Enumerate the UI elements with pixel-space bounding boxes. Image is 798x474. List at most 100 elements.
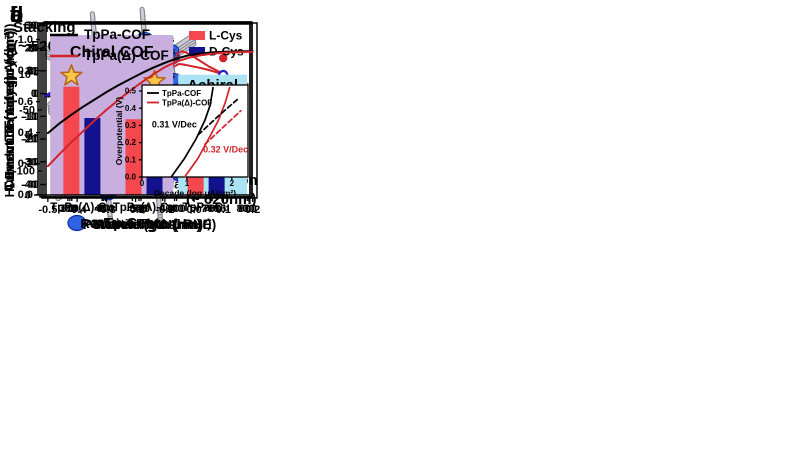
panel-label-c: c xyxy=(10,2,23,27)
category-label: TpPa-Cu xyxy=(182,202,229,214)
y-tick-label: 20 xyxy=(27,43,39,55)
plot-frame xyxy=(141,84,249,178)
tp-center-legend: = Tp Center xyxy=(91,214,174,233)
x-tick-label: -0.1 xyxy=(155,204,174,216)
x-tick-label: 800 xyxy=(237,203,255,215)
y-tick-label: 0.2 xyxy=(125,138,137,147)
x-axis-label: Wavelength (nm) xyxy=(93,217,201,232)
y-tick-label: 30 xyxy=(27,20,39,32)
panel-f: -0.5 -0.4 -0.3 -0.2 -0.1 0.0 0.1 0.2 0 -50 -100 Pot… xyxy=(0,0,266,237)
y-tick-label: -100 xyxy=(13,166,35,178)
series-line-TpPa-COF xyxy=(46,50,254,135)
x-tick-label: 0.1 xyxy=(216,204,231,216)
series-line-TpPa(Δ)-COF xyxy=(46,50,254,168)
y-tick-label: 0.4 xyxy=(125,104,137,113)
y-tick-label: 0 xyxy=(25,190,31,202)
legend-label: TpPa(Δ)-COF xyxy=(84,48,169,63)
bar-TpPa(Λ)-Cu-L-Cys xyxy=(125,119,142,195)
x-tick-label: 2 xyxy=(230,179,235,188)
x-tick-label: 700 xyxy=(201,203,219,215)
category-label: TpPa(Δ)-Cu xyxy=(50,202,113,214)
star-icon xyxy=(60,64,83,86)
y-tick-label: -10 xyxy=(21,111,37,123)
panel-label-a: a xyxy=(10,2,23,27)
legend-label: TpPa-COF xyxy=(84,27,150,42)
legend-swatch xyxy=(189,47,205,56)
x-tick-label: 600 xyxy=(167,203,185,215)
x-tick-label: 0.0 xyxy=(186,204,201,216)
bar-TpPa(Δ)-Cu-D-Cys xyxy=(84,118,101,195)
x-tick-label: -0.5 xyxy=(38,204,57,216)
y-tick-label: -20 xyxy=(23,134,39,146)
y-tick-label: -30 xyxy=(21,156,37,168)
y-tick-label: -30 xyxy=(23,156,39,168)
x-tick-label: 600 xyxy=(165,203,183,215)
x-tick-label: -0.2 xyxy=(126,204,145,216)
plot-frame xyxy=(41,22,258,199)
legend-swatch xyxy=(189,31,205,40)
y-tick-label: 0.6 xyxy=(18,96,33,108)
y-tick-label: 0.1 xyxy=(125,155,137,164)
x-tick-label: 3 xyxy=(129,203,135,215)
y-tick-label: 30 xyxy=(25,20,37,32)
y-tick-label: 20 xyxy=(25,43,37,55)
tp-center-legend-icon xyxy=(67,214,87,232)
x-axis-label: Reaction Time (Hour) xyxy=(80,216,211,231)
y-tick-label: 0 xyxy=(29,43,35,55)
y-tick-label: 0 xyxy=(33,88,39,100)
x-tick-label: 400 xyxy=(96,203,114,215)
x-tick-label: 4 xyxy=(160,203,167,215)
y-tick-label: -50 xyxy=(19,104,35,116)
y-axis-label: H₂ Evolutioin Amount (mmol) xyxy=(3,24,17,198)
inset-y-axis-label: Overpotential (V) xyxy=(114,97,124,166)
y-tick-label: 0.0 xyxy=(18,189,33,201)
category-label: TpPa(Λ)-Cu xyxy=(113,202,176,214)
tp-center-legend-text: = Tp Center xyxy=(91,215,174,232)
y-tick-label: 1.0 xyxy=(18,34,33,46)
series-line-TpPa-COF xyxy=(170,86,214,178)
x-tick-label: 0.2 xyxy=(245,204,260,216)
y-tick-label: 0 xyxy=(31,88,37,100)
y-tick-label: -40 xyxy=(21,179,37,191)
inset-x-axis-label: Decade (log μA/cm²) xyxy=(154,188,236,198)
x-axis-label: Wavelength (nm) xyxy=(95,217,203,232)
y-tick-label: 0.3 xyxy=(125,121,137,130)
inset-legend-label: TpPa-COF xyxy=(162,89,201,98)
tafel-slope-annotation: 0.32 V/Dec xyxy=(203,145,248,155)
y-tick-label: 0.0 xyxy=(125,173,137,182)
tafel-slope-annotation: 0.31 V/Dec xyxy=(152,120,197,130)
y-tick-label: -20 xyxy=(21,134,37,146)
inset-legend-label: TpPa(Δ)-COF xyxy=(162,98,212,107)
panel-label-e: e xyxy=(10,2,23,27)
y-tick-label: -10 xyxy=(23,111,39,123)
y-tick-label: 10 xyxy=(19,69,31,81)
y-tick-label: 5 xyxy=(25,129,31,141)
data-point xyxy=(219,53,228,63)
x-tick-label: 700 xyxy=(203,203,221,215)
y-tick-label: 10 xyxy=(25,65,37,77)
lsv-tafel-chart: -0.5 -0.4 -0.3 -0.2 -0.1 0.0 0.1 0.20-50-100Pot… xyxy=(2,22,260,232)
panel-label-f: f xyxy=(10,2,18,27)
y-axis-label: CD (mdeg) xyxy=(2,75,17,143)
region-label-chiral: Chiral COF xyxy=(70,44,154,61)
x-axis-label: Potential (V vs. RHE) xyxy=(83,217,217,232)
panel-label-d: d xyxy=(10,2,24,27)
y-tick-label: 0.2 xyxy=(18,158,33,170)
x-tick-label: 2 xyxy=(99,203,105,215)
x-tick-label: 0 xyxy=(140,179,145,188)
series-line-TpPa(Δ)-COF xyxy=(183,86,231,178)
x-tick-label: 6 xyxy=(220,203,226,215)
x-tick-label: 500 xyxy=(132,203,150,215)
x-tick-label: 800 xyxy=(239,203,257,215)
series-line-fit xyxy=(204,109,242,146)
legend-label: L-Cys xyxy=(209,29,243,43)
y-axis-label: Current Density (μA/cm²) xyxy=(2,31,17,191)
y-tick-label: 0.8 xyxy=(18,65,33,77)
x-tick-label: 300 xyxy=(61,203,79,215)
x-tick-label: -0.4 xyxy=(68,204,88,216)
x-tick-label: 300 xyxy=(59,203,77,215)
x-tick-label: -0.3 xyxy=(97,204,116,216)
x-tick-label: 1 xyxy=(69,203,75,215)
series-line-fit xyxy=(197,98,239,136)
